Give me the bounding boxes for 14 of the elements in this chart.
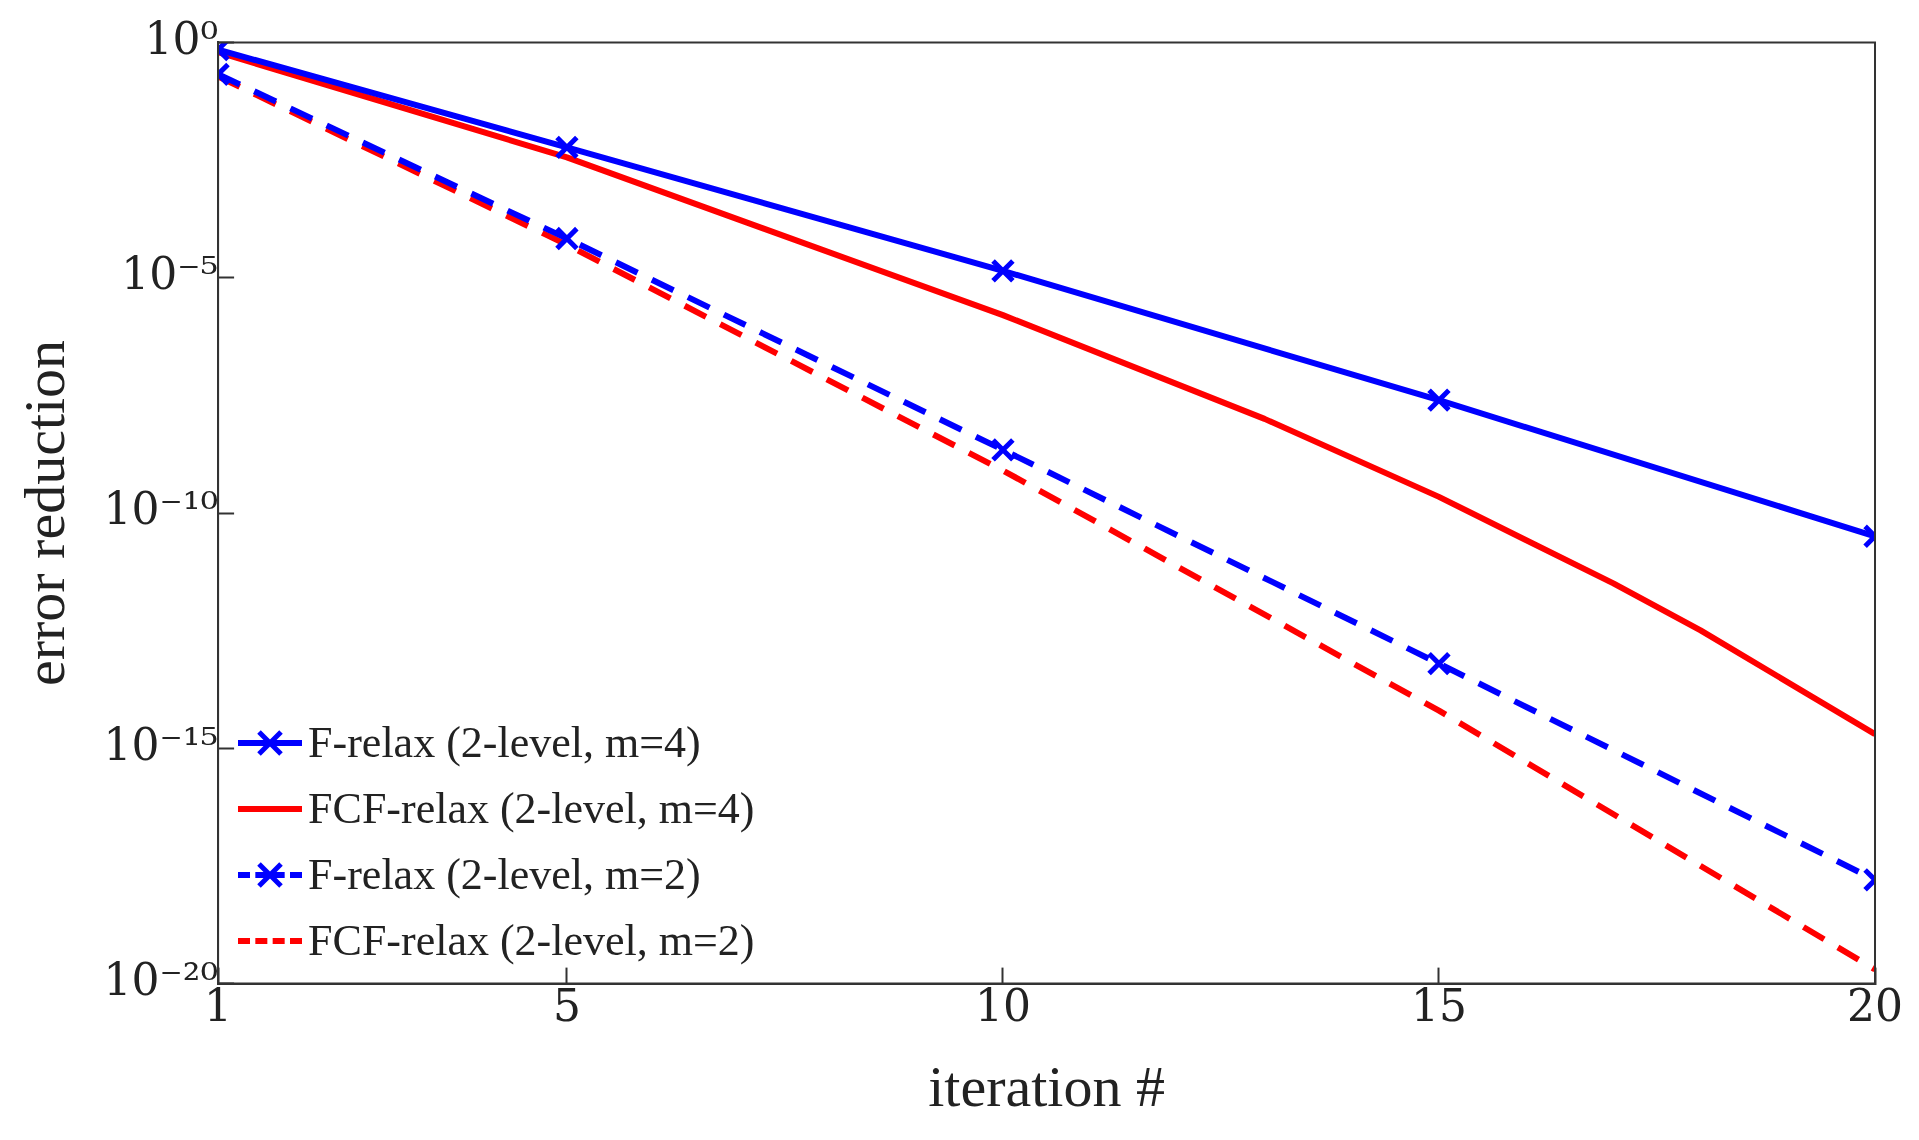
y-axis-title: error reduction [12,339,78,687]
x-tick-label: 5 [552,980,581,1032]
x-tick-label: 15 [1410,980,1467,1032]
y-tick-label: 10⁰ [144,12,219,64]
legend-label: F-relax (2-level, m=2) [308,848,701,901]
y-tick-label: 10⁻¹⁵ [103,718,219,770]
legend-label: FCF-relax (2-level, m=4) [308,782,755,835]
y-tick-label: 10⁻⁵ [121,248,219,300]
x-tick-label: 20 [1847,980,1904,1032]
x-axis-title: iteration # [928,1054,1165,1120]
y-tick-label: 10⁻¹⁰ [103,483,219,535]
legend-label: F-relax (2-level, m=4) [308,716,701,769]
legend-label: FCF-relax (2-level, m=2) [308,914,755,967]
x-tick-label: 10 [974,980,1031,1032]
